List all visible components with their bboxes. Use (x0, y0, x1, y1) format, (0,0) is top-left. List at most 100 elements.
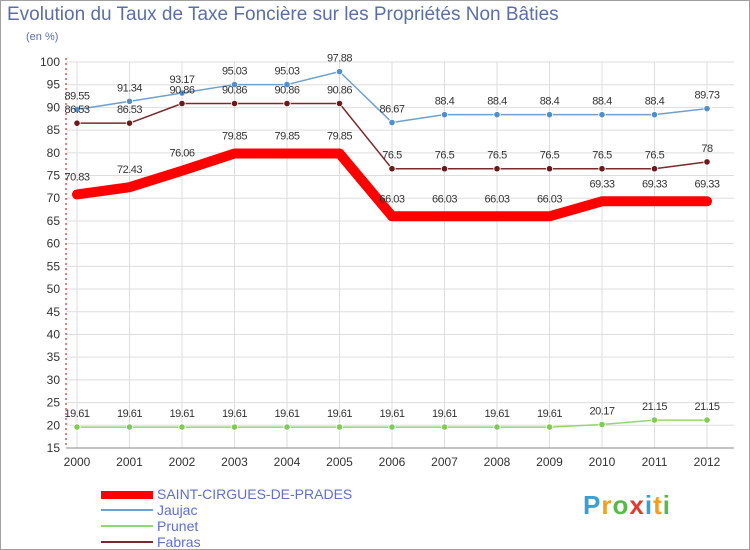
legend-label-prunet: Prunet (157, 518, 199, 534)
data-label: 72.43 (117, 164, 142, 176)
x-tick-label: 2004 (274, 455, 301, 469)
data-label: 20.17 (589, 406, 614, 418)
data-point (335, 423, 344, 431)
chart-title: Evolution du Taux de Taxe Foncière sur l… (7, 4, 559, 25)
y-tick-label: 60 (47, 237, 61, 251)
data-point (650, 165, 659, 173)
proxiti-logo: Proxiti (583, 490, 671, 520)
y-tick-label: 15 (47, 441, 61, 455)
data-point (73, 119, 81, 127)
data-point (178, 423, 186, 431)
y-tick-label: 70 (47, 191, 61, 205)
x-tick-label: 2002 (169, 455, 196, 469)
series-line (72, 148, 712, 222)
y-tick-label: 75 (47, 169, 61, 183)
data-point (493, 111, 501, 119)
data-label: 91.34 (117, 82, 142, 94)
data-label: 79.85 (327, 131, 352, 143)
y-tick-label: 90 (47, 100, 61, 114)
data-point (125, 423, 134, 431)
x-tick-label: 2012 (694, 455, 721, 469)
data-point (178, 99, 186, 108)
data-label: 21.15 (694, 401, 719, 413)
data-label: 69.33 (694, 178, 719, 190)
data-label: 76.5 (435, 150, 455, 162)
x-tick-label: 2005 (326, 455, 353, 469)
x-tick-label: 2010 (589, 455, 616, 469)
data-label: 88.4 (540, 96, 560, 108)
data-point (703, 105, 711, 113)
data-label: 86.53 (117, 104, 142, 116)
data-label: 19.61 (537, 408, 562, 420)
data-label: 66.03 (379, 193, 404, 205)
x-tick-label: 2006 (379, 455, 406, 469)
data-label: 19.61 (64, 408, 89, 420)
data-label: 95.03 (222, 66, 247, 78)
data-label: 95.03 (274, 66, 299, 78)
series-0: 70.83 72.43 76.06 79.85 79.85 79.85 66.03 66.03… (64, 131, 720, 222)
data-point (440, 423, 449, 431)
data-label: 88.4 (645, 96, 665, 108)
data-label: 78 (701, 143, 713, 155)
x-tick-label: 2001 (116, 455, 143, 469)
data-point (283, 423, 291, 431)
data-label: 19.61 (327, 408, 352, 420)
data-label: 66.03 (537, 193, 562, 205)
legend-swatch-prunet (101, 525, 153, 527)
legend-label-fabras: Fabras (157, 534, 201, 550)
y-tick-label: 50 (47, 282, 61, 296)
data-point (230, 99, 239, 108)
data-point (493, 165, 501, 173)
y-tick-label: 20 (47, 418, 61, 432)
data-label: 76.5 (540, 150, 560, 162)
data-label: 86.53 (64, 104, 89, 116)
data-point (598, 111, 606, 119)
data-point (178, 89, 186, 97)
data-point (73, 423, 81, 431)
x-tick-label: 2000 (64, 455, 91, 469)
data-point (598, 420, 606, 429)
data-point (388, 165, 396, 173)
y-tick-label: 45 (47, 305, 61, 319)
data-point (335, 99, 344, 108)
data-label: 79.85 (222, 131, 247, 143)
data-point (440, 111, 449, 119)
y-tick-label: 65 (47, 214, 61, 228)
x-tick-label: 2008 (484, 455, 511, 469)
series-1: 89.55 91.34 93.17 95.03 95.03 97.88 86.67 88.4 8… (64, 53, 720, 127)
data-point (125, 119, 134, 127)
data-label: 90.86 (327, 85, 352, 97)
data-label: 19.61 (117, 408, 142, 420)
data-point (73, 105, 81, 114)
data-label: 88.4 (592, 96, 612, 108)
data-label: 86.67 (379, 104, 404, 116)
y-tick-label: 25 (47, 396, 61, 410)
y-tick-label: 30 (47, 373, 61, 387)
data-label: 97.88 (327, 53, 352, 65)
x-tick-label: 2007 (431, 455, 458, 469)
data-point (283, 80, 291, 89)
y-tick-label: 80 (47, 146, 61, 160)
data-label: 19.61 (222, 408, 247, 420)
data-label: 76.5 (645, 150, 665, 162)
data-label: 19.61 (484, 408, 509, 420)
y-tick-label: 40 (47, 327, 61, 341)
data-label: 93.17 (169, 74, 194, 86)
legend-swatch-saint-cirgues (101, 491, 153, 499)
data-label: 89.55 (64, 90, 89, 102)
data-point (388, 423, 396, 431)
data-label: 66.03 (484, 193, 509, 205)
data-label: 76.5 (382, 150, 402, 162)
data-label: 76.5 (487, 150, 507, 162)
y-tick-label: 95 (47, 78, 61, 92)
data-point (650, 416, 659, 424)
legend-label-jaujac: Jaujac (157, 502, 198, 518)
data-point (545, 423, 554, 431)
data-label: 19.61 (379, 408, 404, 420)
data-label: 90.86 (222, 85, 247, 97)
data-label: 19.61 (169, 408, 194, 420)
y-tick-label: 35 (47, 350, 61, 364)
data-point (388, 118, 396, 127)
legend-swatch-fabras (101, 541, 153, 543)
